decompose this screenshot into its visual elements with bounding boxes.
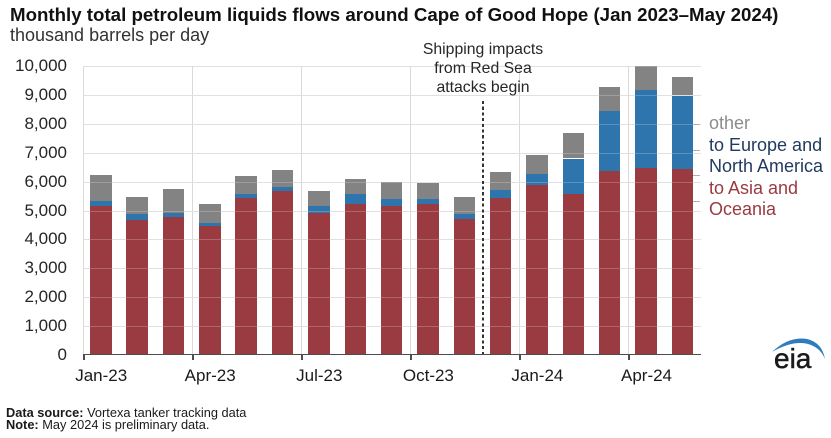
svg-text:eia: eia	[774, 343, 812, 374]
